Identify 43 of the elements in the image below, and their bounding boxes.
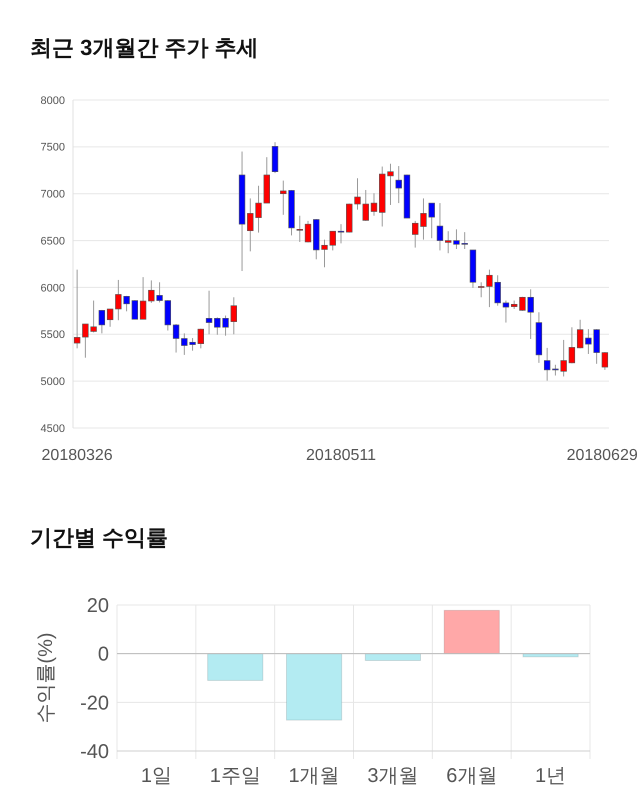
y-tick-label: 4500 xyxy=(40,422,65,435)
y-tick-label: 20 xyxy=(86,595,109,617)
candlestick xyxy=(296,215,303,242)
candlestick xyxy=(370,192,378,216)
candlestick xyxy=(338,224,344,244)
x-tick-label: 1주일 xyxy=(210,765,261,787)
y-tick-label: 6000 xyxy=(40,282,65,294)
candlestick xyxy=(354,178,361,210)
candlestick xyxy=(255,185,262,234)
candlestick xyxy=(98,309,106,334)
candlestick xyxy=(90,300,97,333)
candlestick xyxy=(362,189,369,222)
y-tick-label: 7500 xyxy=(40,142,65,154)
x-tick-label: 20180629 xyxy=(566,447,638,464)
x-tick-label: 3개월 xyxy=(367,765,418,787)
candlestick xyxy=(304,220,312,243)
x-tick-label: 20180511 xyxy=(306,447,376,464)
candlestick xyxy=(321,239,328,268)
y-tick-label: 6500 xyxy=(40,235,65,248)
candlestick xyxy=(396,166,402,204)
x-tick-label: 1년 xyxy=(535,765,566,787)
y-tick-label: 8000 xyxy=(40,94,65,107)
y-tick-label: -20 xyxy=(80,692,109,714)
candlestick xyxy=(330,230,336,251)
y-axis-title: 수익률(%) xyxy=(35,632,57,724)
candlestick xyxy=(412,220,418,248)
candlestick xyxy=(428,202,435,239)
y-tick-label: -40 xyxy=(80,741,109,763)
x-tick-label: 1개월 xyxy=(288,765,340,787)
y-tick-label: 0 xyxy=(98,644,109,666)
y-tick-label: 5500 xyxy=(40,329,65,342)
chart-title: 기간별 수익률 xyxy=(30,525,168,550)
x-tick-label: 20180326 xyxy=(42,447,113,464)
chart-title: 최근 3개월간 주가 추세 xyxy=(30,35,259,60)
x-tick-label: 6개월 xyxy=(446,765,498,787)
candlestick xyxy=(436,202,444,251)
candlestick xyxy=(420,198,427,240)
x-tick-label: 1일 xyxy=(140,765,172,787)
y-tick-label: 7000 xyxy=(40,188,65,201)
candlestick xyxy=(280,180,286,216)
candlestick xyxy=(527,288,534,340)
y-tick-label: 5000 xyxy=(40,376,65,388)
candlestick xyxy=(462,232,468,250)
